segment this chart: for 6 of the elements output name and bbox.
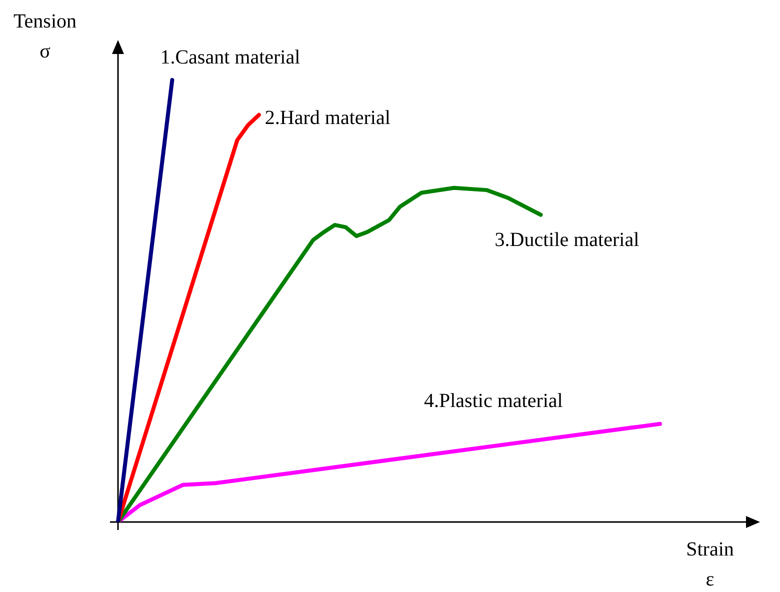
series-label: 2.Hard material — [264, 107, 391, 130]
series-label: 3.Ductile material — [494, 229, 640, 252]
series-label: 1.Casant material — [160, 46, 301, 68]
y-axis-title: Tension σ — [13, 10, 77, 62]
series-label: 4.Plastic material — [424, 390, 564, 412]
x-axis-title: Strain ε — [686, 538, 734, 590]
